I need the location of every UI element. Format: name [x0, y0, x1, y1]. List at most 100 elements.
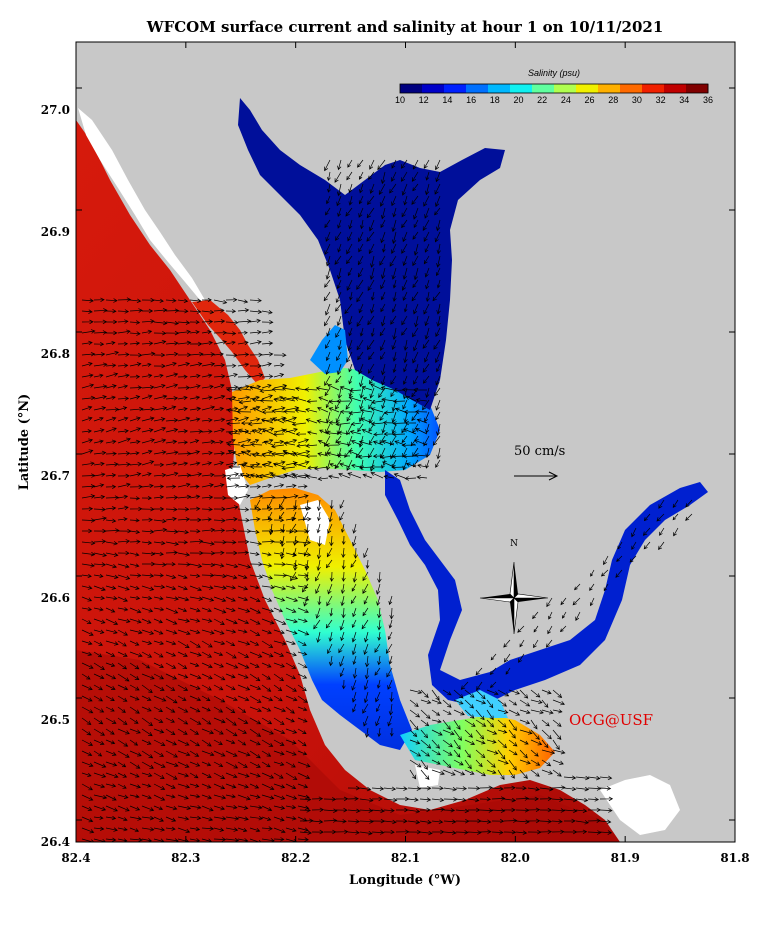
- current-vector: [189, 439, 200, 444]
- current-vector: [382, 420, 395, 425]
- current-vector: [189, 384, 201, 389]
- current-vector: [519, 749, 528, 759]
- current-vector: [201, 429, 213, 434]
- current-vector: [249, 473, 263, 479]
- current-vector: [189, 607, 201, 613]
- current-vector: [153, 794, 166, 801]
- north-compass-icon: N: [479, 539, 549, 635]
- colorbar-tick-label: 28: [608, 95, 618, 105]
- current-vector: [416, 475, 428, 480]
- current-vector: [117, 396, 130, 401]
- current-vector: [213, 440, 224, 445]
- current-vector: [335, 819, 347, 824]
- y-tick-label: 26.4: [41, 835, 70, 849]
- current-vector: [297, 805, 310, 810]
- current-vector: [419, 819, 432, 825]
- current-vector: [357, 159, 364, 168]
- current-vector: [177, 429, 189, 434]
- current-vector: [129, 662, 140, 670]
- current-vector: [352, 703, 357, 713]
- current-vector: [377, 607, 382, 619]
- current-vector: [105, 827, 118, 832]
- current-vector: [141, 673, 155, 680]
- current-vector: [141, 794, 152, 800]
- current-vector: [117, 550, 130, 556]
- current-vector: [213, 506, 226, 512]
- current-vector: [177, 494, 192, 500]
- current-vector: [563, 775, 577, 780]
- current-vector: [341, 571, 346, 582]
- current-vector: [81, 461, 95, 466]
- current-vector: [213, 363, 226, 368]
- current-vector: [431, 819, 444, 825]
- current-vector: [165, 585, 177, 591]
- map-plot-area: [76, 42, 735, 842]
- current-vector: [117, 574, 131, 580]
- current-vector: [363, 691, 369, 704]
- current-vector: [375, 715, 381, 727]
- current-vector: [296, 443, 307, 448]
- current-vector: [141, 529, 155, 534]
- current-vector: [105, 340, 116, 345]
- current-vector: [368, 411, 375, 424]
- current-vector: [201, 450, 213, 456]
- current-vector: [305, 474, 318, 479]
- current-vector: [425, 423, 430, 434]
- current-vector: [201, 805, 214, 812]
- current-vector: [237, 596, 249, 602]
- current-vector: [201, 596, 215, 602]
- current-vector: [189, 585, 202, 592]
- current-vector: [381, 375, 386, 386]
- current-vector: [237, 695, 250, 702]
- current-vector: [285, 629, 298, 635]
- current-vector: [117, 539, 131, 544]
- current-vector: [153, 307, 168, 313]
- current-vector: [141, 362, 152, 367]
- current-vector: [189, 395, 201, 400]
- velocity-scale: 50 cm/s: [514, 444, 565, 481]
- current-vector: [420, 699, 432, 705]
- current-vector: [303, 547, 309, 557]
- current-vector: [475, 699, 487, 705]
- current-vector: [129, 341, 141, 346]
- current-vector: [249, 673, 261, 682]
- current-vector: [503, 807, 516, 813]
- current-vector: [141, 373, 153, 378]
- current-vector: [405, 395, 417, 402]
- current-vector: [389, 691, 394, 703]
- current-vector: [225, 472, 240, 477]
- current-vector: [285, 706, 295, 714]
- current-vector: [226, 421, 241, 426]
- current-vector: [237, 805, 249, 810]
- current-vector: [189, 494, 201, 499]
- estero-shallows: [600, 775, 680, 835]
- current-vector: [117, 827, 128, 832]
- current-vector: [238, 399, 252, 405]
- current-vector: [249, 507, 262, 512]
- current-vector: [153, 739, 166, 746]
- x-tick-label: 82.0: [501, 851, 530, 865]
- current-vector: [153, 352, 166, 358]
- current-vector: [530, 729, 540, 741]
- current-vector: [117, 563, 130, 569]
- current-vector: [412, 327, 419, 338]
- current-vector: [141, 428, 154, 433]
- current-vector: [351, 679, 357, 691]
- current-vector: [239, 473, 252, 479]
- current-vector: [153, 540, 166, 546]
- current-vector: [356, 339, 364, 351]
- current-vector: [213, 717, 226, 724]
- current-vector: [201, 772, 212, 778]
- current-vector: [177, 406, 188, 412]
- current-vector: [672, 499, 679, 509]
- current-vector: [93, 783, 106, 789]
- current-vector: [530, 769, 540, 777]
- current-vector: [177, 552, 191, 557]
- current-vector: [117, 794, 129, 799]
- current-vector: [273, 717, 285, 725]
- colorbar-cell: [554, 84, 577, 93]
- current-vector: [323, 808, 338, 814]
- current-vector: [213, 794, 227, 800]
- current-vector: [141, 319, 155, 324]
- current-vector: [279, 499, 285, 509]
